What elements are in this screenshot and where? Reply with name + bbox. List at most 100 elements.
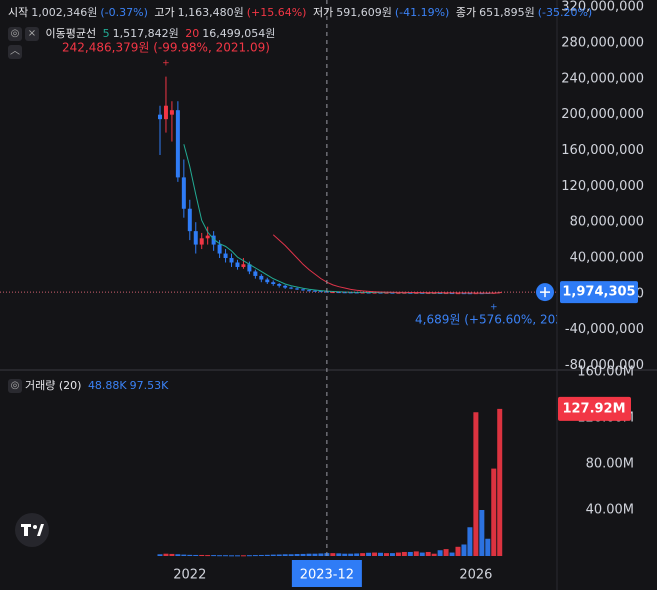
add-icon: [540, 287, 550, 298]
volume-bar: [389, 553, 395, 556]
volume-bar: [431, 553, 437, 556]
price-label-box: [560, 281, 638, 304]
volume-bar: [473, 412, 479, 556]
candle-body: [348, 292, 353, 294]
candle-body: [271, 282, 276, 284]
candle-body: [223, 253, 228, 259]
close-icon[interactable]: ×: [25, 27, 39, 41]
candle-body: [330, 292, 335, 294]
legend-name: 20: [185, 27, 200, 40]
price-pane: 242,486,379원 (-99.98%, 2021.09) +4,689원 (…: [0, 41, 582, 327]
volume-bar: [348, 553, 354, 556]
x-tick-label: 2023-12: [300, 568, 354, 583]
candle-body: [163, 105, 168, 120]
y-tick-label: 160.00M: [577, 365, 634, 380]
volume-bar: [407, 551, 413, 556]
candle-body: [259, 275, 264, 280]
volume-bar: [246, 555, 252, 557]
volume-bar: [163, 553, 169, 556]
volume-bar: [354, 553, 360, 556]
volume-bar: [491, 468, 497, 556]
candle-body: [217, 244, 222, 254]
legend-value: 16,499,054원: [202, 27, 276, 40]
volume-bar: [258, 554, 264, 556]
y-tick-label: 160,000,000: [561, 143, 644, 158]
y-tick-label: 240,000,000: [561, 71, 644, 86]
candle-body: [301, 289, 306, 291]
volume-bar: [157, 554, 163, 556]
label: 종가: [455, 6, 477, 19]
value: 1,002,346원: [31, 6, 98, 19]
volume-bar: [169, 553, 175, 556]
volume-bar: [455, 546, 461, 556]
volume-bar: [252, 555, 258, 557]
crosshair-label-box: [291, 560, 362, 587]
candle-body: [318, 291, 323, 293]
candle-body: [384, 292, 389, 294]
volume-bar: [401, 551, 407, 556]
volume-bar: [479, 510, 485, 556]
volume-bar: [223, 555, 229, 557]
candle-body: [247, 264, 252, 272]
min-annotation: 4,689원 (+576.60%, 2026.0: [415, 313, 582, 327]
value: 591,609원: [336, 6, 392, 19]
candle-body: [158, 114, 162, 120]
candle-body: [396, 292, 401, 294]
candle-body: [420, 292, 425, 294]
collapse-icon[interactable]: ︿: [8, 45, 22, 59]
candle-body: [265, 279, 270, 283]
volume-bar: [306, 553, 312, 556]
volume-bar: [193, 554, 199, 556]
max-marker: +: [162, 59, 170, 69]
volume-bar: [270, 554, 276, 556]
candle-body: [253, 271, 258, 276]
candle-body: [289, 287, 294, 289]
candle-body: [390, 292, 395, 294]
volume-bar: [264, 554, 270, 556]
eye-icon[interactable]: ◎: [8, 379, 22, 393]
volume-bar: [288, 554, 294, 556]
y-tick-label: -40,000,000: [565, 322, 644, 337]
candle-body: [205, 235, 210, 239]
ma-line: [183, 144, 500, 294]
change: (-0.37%): [100, 6, 148, 19]
candle-body: [378, 292, 383, 294]
candle-body: [366, 292, 371, 294]
candle-body: [402, 292, 407, 294]
candle-body: [312, 290, 317, 292]
candle-body: [414, 292, 419, 294]
y-tick-label: 80.00M: [586, 457, 634, 472]
candle-body: [295, 288, 300, 290]
candle-body: [181, 177, 186, 209]
volume-bar: [199, 554, 205, 556]
volume-bar: [378, 552, 384, 556]
volume-bar: [205, 555, 211, 557]
volume-bar: [336, 553, 342, 556]
candle-body: [324, 291, 329, 293]
candle-body: [241, 264, 246, 267]
volume-bar: [360, 553, 366, 556]
candle-body: [354, 292, 359, 294]
eye-icon[interactable]: ◎: [8, 27, 22, 41]
volume-bar: [413, 551, 419, 556]
value: 651,895원: [479, 6, 535, 19]
volume-bar: [383, 553, 389, 556]
volume-bar: [276, 554, 282, 556]
volume-bar: [229, 555, 235, 557]
y-tick-label: 320,000,000: [561, 0, 644, 15]
candle-body: [342, 292, 347, 294]
volume-bar: [330, 553, 336, 556]
change: (-35.20%): [537, 6, 593, 19]
change: (+15.64%): [246, 6, 307, 19]
label: 시작: [8, 6, 29, 19]
volume-bar: [318, 553, 324, 556]
candle-body: [193, 231, 198, 245]
y-tick-label: 280,000,000: [561, 36, 644, 51]
legend-value: 97.53K: [129, 379, 169, 392]
y-tick-label: -80,000,000: [565, 358, 644, 373]
volume-title: 거래량 (20): [25, 379, 82, 392]
candle-body: [444, 293, 449, 295]
volume-bar: [372, 552, 378, 556]
candle-body: [169, 110, 174, 115]
